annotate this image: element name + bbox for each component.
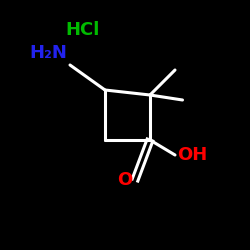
Text: OH: OH <box>178 146 208 164</box>
Text: O: O <box>118 171 132 189</box>
Text: HCl: HCl <box>65 21 100 39</box>
Text: H₂N: H₂N <box>30 44 68 62</box>
